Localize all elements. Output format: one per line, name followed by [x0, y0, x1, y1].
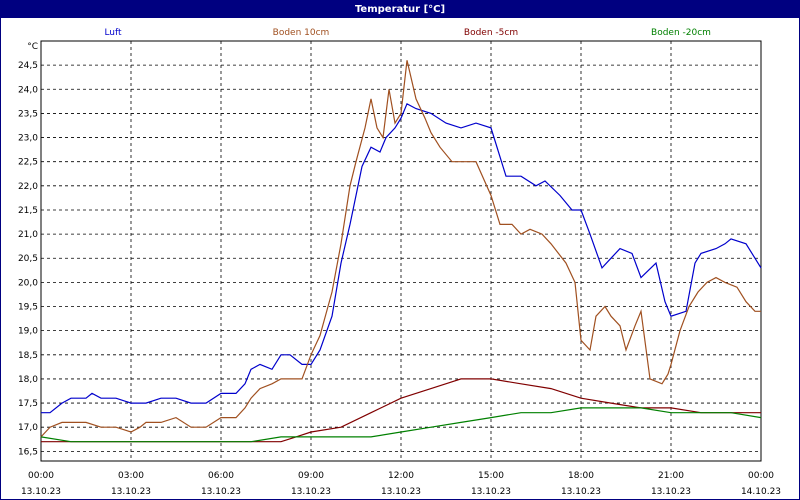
series-line-3 — [40, 407, 762, 443]
y-tick-label: 20,0 — [18, 278, 38, 288]
y-tick-label: 22,0 — [18, 182, 38, 192]
y-tick-label: 21,5 — [18, 206, 38, 216]
y-tick-label: 24,0 — [18, 85, 38, 95]
y-tick-label: 16,5 — [18, 447, 38, 457]
y-tick-label: 21,0 — [18, 230, 38, 240]
x-tick-date: 13.10.23 — [21, 487, 61, 497]
y-tick-label: 18,5 — [18, 351, 38, 361]
x-tick-date: 13.10.23 — [201, 487, 241, 497]
y-tick-label: 20,5 — [18, 254, 38, 264]
x-tick-time: 00:00 — [748, 471, 774, 481]
x-tick-time: 12:00 — [388, 471, 414, 481]
plot-area-border — [40, 40, 762, 462]
y-tick-label: 22,5 — [18, 158, 38, 168]
x-tick-date: 13.10.23 — [651, 487, 691, 497]
series-line-0 — [41, 102, 762, 414]
legend-entry-2: Boden -5cm — [464, 28, 518, 38]
x-tick-date: 13.10.23 — [471, 487, 511, 497]
y-tick-label: 19,0 — [18, 327, 38, 337]
y-tick-label: 17,0 — [18, 423, 38, 433]
x-tick-time: 00:00 — [28, 471, 54, 481]
series-line-1 — [40, 60, 761, 438]
y-tick-label: 19,5 — [18, 303, 38, 313]
y-tick-label: 24,5 — [18, 61, 38, 71]
chart-title: Temperatur [°C] — [1, 1, 799, 18]
x-tick-date: 13.10.23 — [381, 487, 421, 497]
y-tick-label: 23,0 — [18, 134, 38, 144]
x-tick-time: 03:00 — [118, 471, 144, 481]
x-tick-time: 09:00 — [298, 471, 324, 481]
x-tick-date: 13.10.23 — [291, 487, 331, 497]
x-tick-date: 14.10.23 — [741, 487, 781, 497]
x-tick-time: 18:00 — [568, 471, 594, 481]
y-axis-unit: °C — [27, 42, 38, 52]
legend-entry-3: Boden -20cm — [651, 28, 711, 38]
x-tick-date: 13.10.23 — [561, 487, 601, 497]
y-tick-label: 17,5 — [18, 399, 38, 409]
x-tick-date: 13.10.23 — [111, 487, 151, 497]
x-tick-time: 15:00 — [478, 471, 504, 481]
x-tick-time: 21:00 — [658, 471, 684, 481]
legend-entry-0: Luft — [104, 28, 122, 38]
y-tick-label: 18,0 — [18, 375, 38, 385]
x-tick-time: 06:00 — [208, 471, 234, 481]
legend-entry-1: Boden 10cm — [273, 28, 330, 38]
y-tick-label: 23,5 — [18, 109, 38, 119]
